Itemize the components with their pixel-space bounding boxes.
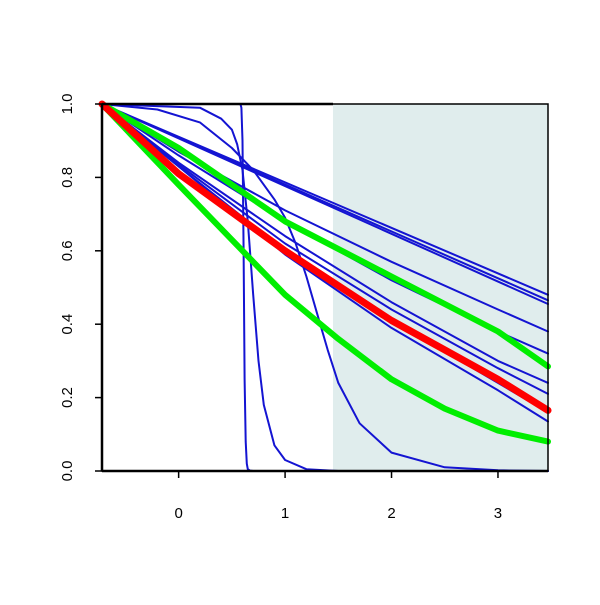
series-line-9 [101, 103, 549, 384]
series-line-15 [98, 100, 552, 414]
x-tick-label: 2 [387, 505, 395, 522]
x-tick-label: 3 [494, 505, 502, 522]
series-line-14 [99, 101, 551, 445]
y-tick-label: 0.4 [59, 314, 76, 335]
series-line-2 [101, 103, 549, 472]
series-line-12 [101, 103, 549, 423]
y-tick-label: 1.0 [59, 94, 76, 115]
series-line-6 [101, 103, 549, 305]
x-tick-label: 0 [174, 505, 182, 522]
x-tick-label: 1 [281, 505, 289, 522]
y-tick-label: 0.6 [59, 240, 76, 261]
y-tick-label: 0.0 [59, 461, 76, 482]
series-line-10 [101, 103, 549, 395]
y-tick-label: 0.8 [59, 167, 76, 188]
shaded-region [332, 104, 548, 471]
series-line-13 [99, 101, 551, 370]
y-tick-label: 0.2 [59, 387, 76, 408]
series-line-3 [101, 103, 549, 472]
